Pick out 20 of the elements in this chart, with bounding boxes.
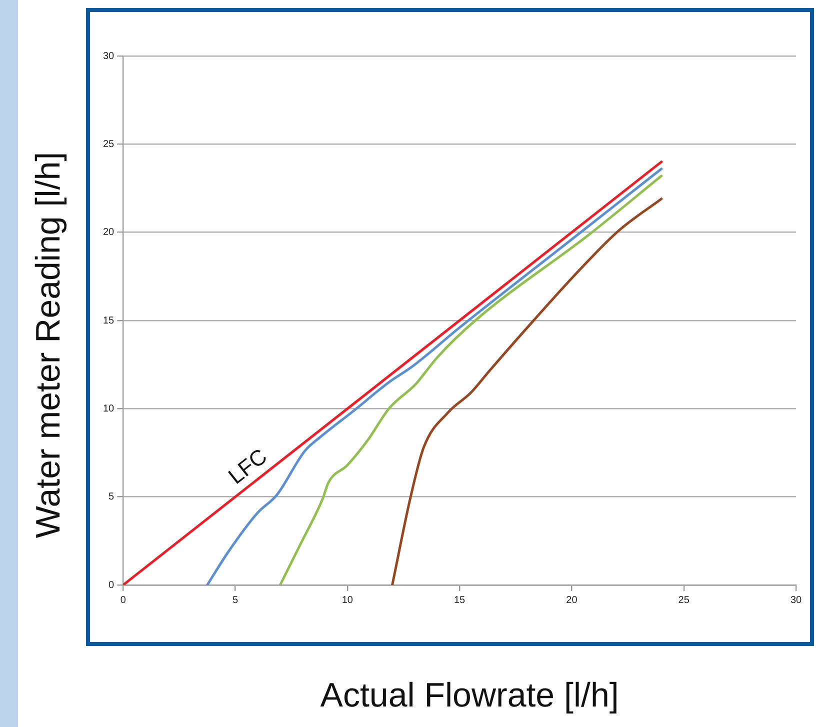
x-axis-title: Actual Flowrate [l/h] [320,676,619,714]
y-tick-label: 10 [103,403,115,414]
x-tick-label: 30 [790,594,802,606]
x-tick-label: 25 [678,594,690,606]
y-axis-title: Water meter Reading [l/h] [29,152,68,538]
y-tick-label: 20 [103,227,115,238]
x-tick-label: 20 [566,594,578,606]
line-series [206,168,663,585]
x-tick-label: 15 [454,594,466,606]
x-tick-label: 0 [120,594,126,606]
y-tick-label: 30 [103,50,115,62]
y-tick-label: 15 [103,315,115,326]
text: LFC [223,444,272,489]
y-tick-label: 5 [108,492,115,503]
line-series [278,174,663,585]
y-tick-label: 25 [103,138,115,150]
y-tick-label: 0 [108,580,115,591]
x-tick-label: 10 [342,594,354,606]
x-tick-label: 5 [232,594,238,606]
line-series [391,198,663,585]
